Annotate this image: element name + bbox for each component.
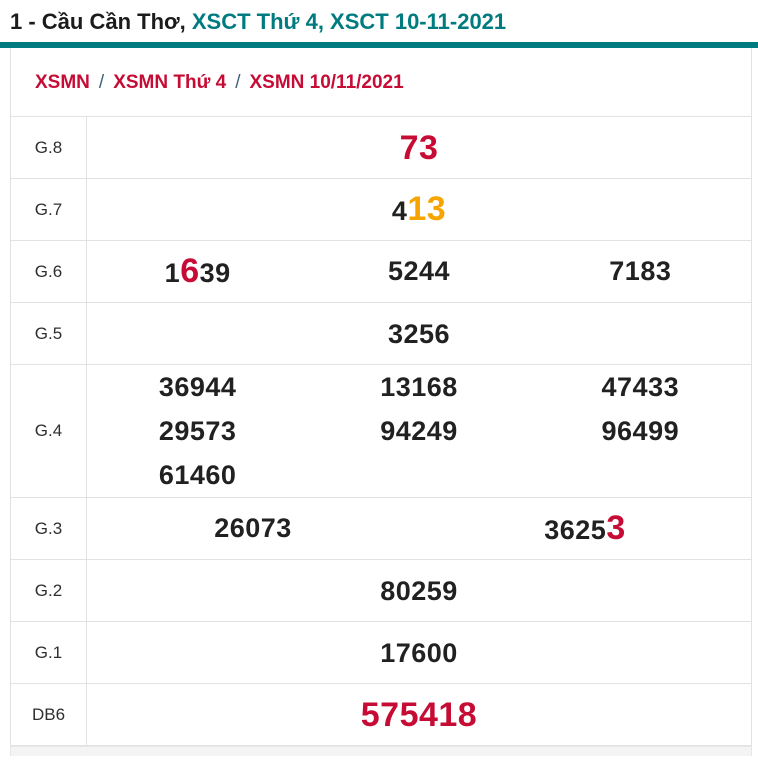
prize-row-g6: G.6 1 6 39 5244 7183 [11, 240, 751, 302]
highlighted-digits: 6 [180, 251, 200, 290]
page-title-draw-info: XSCT Thứ 4, XSCT 10-11-2021 [185, 9, 507, 34]
prize-row-g3: G.3 26073 3625 3 [11, 497, 751, 559]
next-section-strip [10, 746, 752, 756]
digits: 4 [391, 195, 408, 226]
prize-row-g1: G.1 17600 [11, 621, 751, 683]
digits: 1 [164, 257, 181, 288]
prize-row-g7: G.7 4 13 [11, 178, 751, 240]
digits: 26073 [214, 512, 292, 543]
prize-label: G.5 [11, 303, 87, 364]
prize-row-g2: G.2 80259 [11, 559, 751, 621]
results-table: G.8 73 G.7 4 13 G.6 1 6 39 5244 7183 G.5 3256 G.4 3694… [11, 116, 751, 745]
breadcrumb-link[interactable]: XSMN Thứ 4 [113, 72, 227, 93]
digits: 94249 [380, 416, 458, 446]
prize-number: 61460 [87, 453, 308, 497]
prize-label: G.6 [11, 241, 87, 302]
prize-number: 7183 [530, 249, 751, 295]
prize-number: 3625 3 [419, 506, 751, 552]
prize-label: G.3 [11, 498, 87, 559]
prize-values: 80259 [87, 560, 751, 621]
prize-number: 575418 [87, 693, 751, 737]
prize-number: 29573 [87, 409, 308, 453]
prize-values: 17600 [87, 622, 751, 683]
prize-number: 5244 [308, 249, 529, 295]
prize-number: 13168 [308, 365, 529, 409]
prize-label: G.7 [11, 179, 87, 240]
digits: 3256 [387, 318, 451, 349]
prize-number: 94249 [308, 409, 529, 453]
teal-divider-bar [0, 42, 758, 48]
prize-label: G.2 [11, 560, 87, 621]
empty-cell [308, 453, 529, 497]
prize-number: 96499 [530, 409, 751, 453]
prize-number: 1 6 39 [87, 249, 308, 295]
highlighted-digits: 575418 [360, 695, 478, 734]
prize-number: 3256 [87, 312, 751, 356]
prize-number: 80259 [87, 569, 751, 613]
digits: 96499 [601, 416, 680, 446]
breadcrumb: XSMN / XSMN Thứ 4 / XSMN 10/11/2021 [11, 48, 751, 116]
prize-label: G.1 [11, 622, 87, 683]
breadcrumb-link[interactable]: XSMN [35, 72, 90, 93]
prize-number: 47433 [530, 365, 751, 409]
digits: 47433 [601, 372, 680, 402]
digits: 29573 [158, 416, 237, 446]
breadcrumb-separator: / [98, 72, 105, 93]
digits: 80259 [380, 575, 458, 606]
prize-label: G.4 [11, 365, 87, 497]
prize-row-db6: DB6 575418 [11, 683, 751, 745]
prize-row-g5: G.5 3256 [11, 302, 751, 364]
breadcrumb-separator: / [235, 72, 241, 93]
prize-label: DB6 [11, 684, 87, 745]
prize-values: 3256 [87, 303, 751, 364]
prize-number: 4 13 [87, 187, 751, 233]
page-title: 1 - Cầu Cần Thơ, XSCT Thứ 4, XSCT 10-11-… [0, 0, 758, 42]
prize-row-g4: G.4 36944 13168 47433 29573 94249 96499 61460 [11, 364, 751, 497]
digits: 17600 [380, 637, 458, 668]
prize-row-g8: G.8 73 [11, 116, 751, 178]
prize-values: 4 13 [87, 179, 751, 240]
prize-values: 36944 13168 47433 29573 94249 96499 61460 [87, 365, 751, 497]
highlighted-digits: 3 [606, 508, 626, 547]
digits: 36944 [158, 372, 237, 402]
prize-values: 575418 [87, 684, 751, 745]
prize-number: 26073 [87, 506, 419, 552]
prize-number: 17600 [87, 631, 751, 675]
empty-cell [530, 453, 751, 497]
page-title-location: 1 - Cầu Cần Thơ, [10, 9, 186, 34]
prize-values: 26073 3625 3 [87, 498, 751, 559]
prize-label: G.8 [11, 117, 87, 178]
digits: 13168 [380, 372, 458, 402]
digits: 39 [199, 257, 231, 288]
highlighted-digits: 13 [407, 189, 447, 228]
prize-number: 73 [87, 126, 751, 170]
breadcrumb-link[interactable]: XSMN 10/11/2021 [249, 72, 404, 93]
digits: 7183 [609, 255, 672, 286]
prize-number: 36944 [87, 365, 308, 409]
highlighted-digits: 73 [399, 128, 439, 167]
results-card: XSMN / XSMN Thứ 4 / XSMN 10/11/2021 G.8 73 G.7… [10, 48, 752, 746]
digits: 3625 [544, 514, 607, 545]
prize-values: 1 6 39 5244 7183 [87, 241, 751, 302]
digits: 5244 [387, 255, 451, 286]
prize-values: 73 [87, 117, 751, 178]
digits: 61460 [158, 460, 237, 490]
